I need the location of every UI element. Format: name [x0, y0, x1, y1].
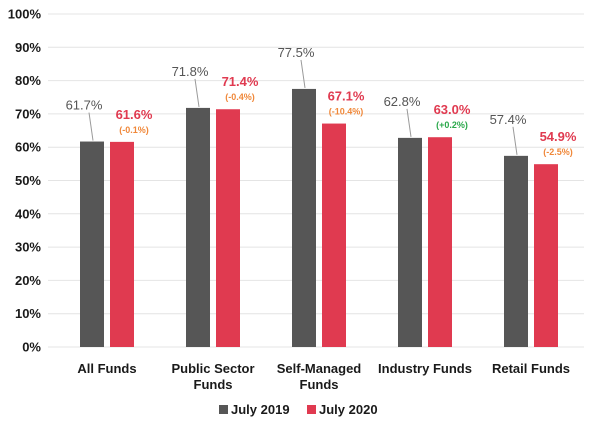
bar-july-2020	[534, 164, 558, 347]
y-tick-label: 10%	[15, 306, 41, 321]
x-category-label: Retail Funds	[492, 361, 570, 376]
data-label-july-2020: 71.4%	[222, 74, 259, 89]
y-tick-label: 80%	[15, 73, 41, 88]
data-label-july-2019: 62.8%	[384, 94, 421, 109]
legend-swatch	[307, 405, 316, 414]
y-tick-label: 100%	[8, 7, 42, 22]
y-tick-label: 30%	[15, 240, 41, 255]
y-tick-label: 60%	[15, 140, 41, 155]
data-label-july-2020: 61.6%	[116, 107, 153, 122]
change-label: (+0.2%)	[436, 120, 468, 130]
x-category-label: All Funds	[77, 361, 136, 376]
bar-july-2019	[504, 155, 528, 347]
y-axis-ticks: 0% 10% 20% 30% 40% 50% 60% 70% 80% 90% 100%	[8, 7, 42, 355]
bar-july-2020	[110, 141, 134, 347]
change-label: (-10.4%)	[329, 107, 364, 117]
legend-label: July 2019	[231, 402, 290, 417]
bar-july-2019	[292, 88, 316, 348]
leader-line	[194, 78, 200, 107]
y-tick-label: 20%	[15, 273, 41, 288]
bar-july-2019	[398, 137, 422, 347]
y-tick-label: 90%	[15, 40, 41, 55]
y-tick-label: 40%	[15, 206, 41, 221]
legend-label: July 2020	[319, 402, 378, 417]
x-category-label: Public Sector Funds	[171, 361, 254, 392]
bar-july-2019	[186, 107, 210, 347]
legend: July 2019 July 2020	[219, 402, 378, 417]
legend-swatch	[219, 405, 228, 414]
bar-july-2020	[322, 123, 346, 347]
leader-line	[512, 126, 518, 155]
data-label-july-2020: 63.0%	[434, 102, 471, 117]
data-label-july-2020: 67.1%	[328, 89, 365, 104]
y-tick-label: 70%	[15, 106, 41, 121]
leader-line	[406, 108, 412, 137]
y-tick-label: 0%	[22, 340, 41, 355]
x-category-label: Industry Funds	[378, 361, 472, 376]
data-label-july-2019: 77.5%	[278, 45, 315, 60]
change-label: (-0.1%)	[119, 125, 149, 135]
data-labels: 61.7% 61.6% (-0.1%) 71.8% 71.4% (-0.4%) 77.5% 6…	[66, 45, 577, 157]
data-label-july-2019: 71.8%	[172, 64, 209, 79]
data-label-july-2019: 61.7%	[66, 98, 103, 113]
leader-line	[300, 59, 306, 88]
x-axis-categories: All Funds Public Sector Funds Self-Managed F…	[77, 361, 570, 392]
data-label-july-2019: 57.4%	[490, 112, 527, 127]
bar-july-2019	[80, 141, 104, 347]
x-category-label: Self-Managed Funds	[277, 361, 362, 392]
bar-july-2020	[428, 137, 452, 347]
leader-line	[88, 112, 94, 141]
change-label: (-0.4%)	[225, 92, 255, 102]
bars	[80, 88, 558, 348]
y-tick-label: 50%	[15, 173, 41, 188]
change-label: (-2.5%)	[543, 147, 573, 157]
data-label-july-2020: 54.9%	[540, 129, 577, 144]
bar-july-2020	[216, 109, 240, 347]
